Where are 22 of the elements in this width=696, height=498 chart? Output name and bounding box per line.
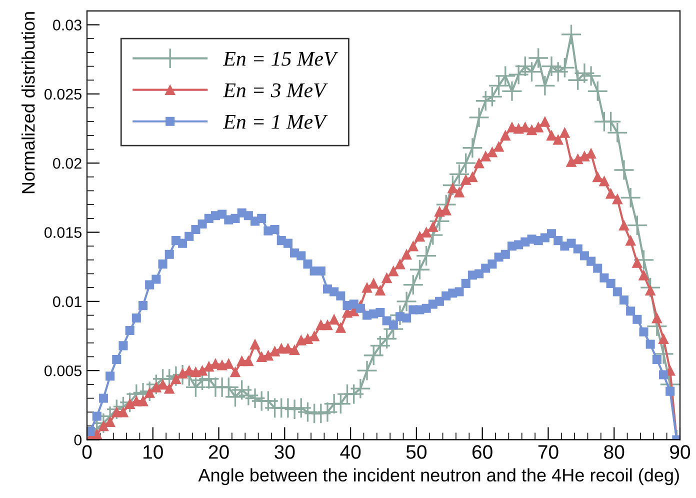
x-tick-label: 60 [472, 445, 492, 459]
y-tick-label: 0.03 [53, 20, 82, 30]
legend-label: En = 15 MeV [222, 52, 338, 66]
x-tick-label: 20 [208, 445, 229, 459]
x-tick-label: 10 [144, 445, 163, 459]
legend-label: En = 3 MeV [222, 83, 328, 98]
x-tick-label: 90 [670, 445, 690, 459]
y-tick-label: 0 [74, 434, 82, 446]
y-tick-label: 0.02 [53, 158, 82, 169]
x-axis-title: Angle between the incident neutron and the 4He recoil (deg) [198, 468, 679, 486]
x-tick-label: 0 [82, 445, 92, 459]
x-tick-label: 80 [604, 445, 624, 459]
y-tick-label: 0.025 [44, 88, 82, 100]
x-tick-label: 70 [538, 445, 558, 459]
y-tick-label: 0.005 [44, 365, 82, 376]
legend-label: En = 1 MeV [222, 114, 328, 129]
x-tick-label: 50 [406, 445, 426, 459]
y-tick-label: 0.01 [53, 296, 82, 308]
x-tick-label: 40 [340, 445, 361, 459]
y-axis-title: Normalized distribution [22, 12, 35, 194]
x-tick-label: 30 [274, 445, 295, 459]
y-tick-label: 0.015 [44, 227, 82, 238]
